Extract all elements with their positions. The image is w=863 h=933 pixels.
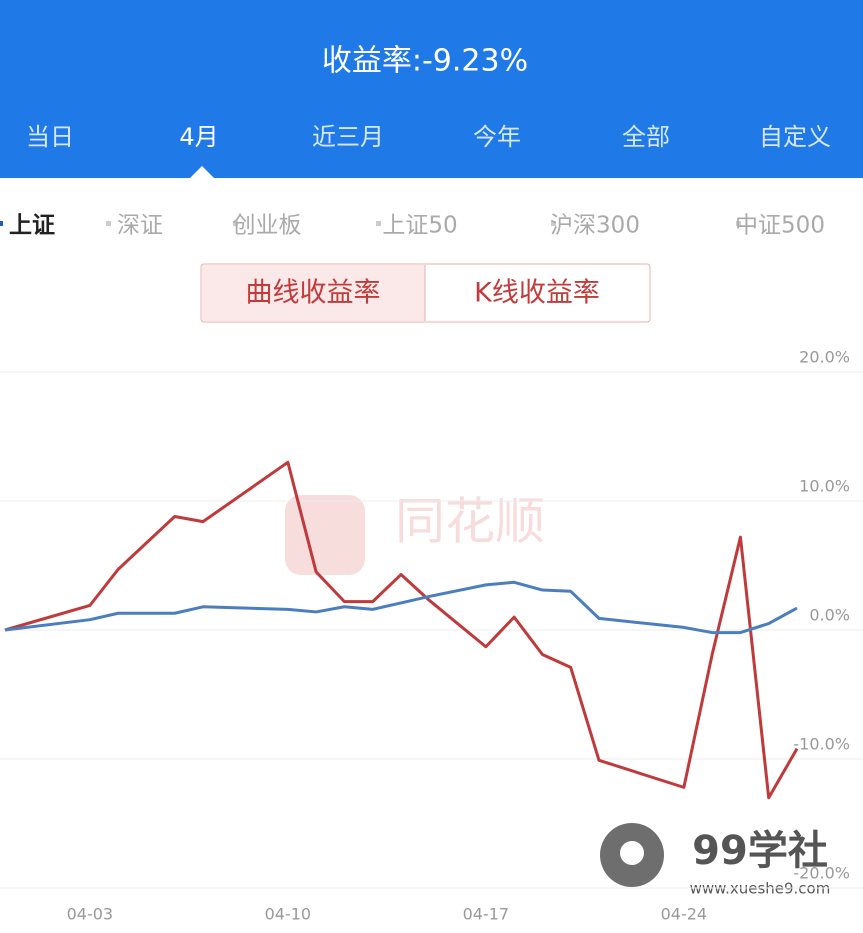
series-line <box>4 460 799 800</box>
y-tick-label: 20.0% <box>799 348 850 367</box>
index-tab[interactable]: 上证 <box>9 213 55 239</box>
index-tab[interactable]: 上证50 <box>382 213 457 239</box>
logo-icon-hole <box>620 841 644 865</box>
index-tab-dot <box>376 221 381 226</box>
x-tick-label: 04-10 <box>265 905 312 924</box>
logo-text: 99学社 <box>692 828 828 874</box>
series-line <box>4 580 798 635</box>
period-tab[interactable]: 4月 <box>179 123 218 151</box>
y-tick-label: 0.0% <box>809 606 850 625</box>
index-tab-dot <box>551 221 556 226</box>
index-tab[interactable]: 中证500 <box>735 213 825 239</box>
watermark-center: 同花顺 <box>285 493 545 575</box>
watermark-logo: 99学社 www.xueshe9.com <box>600 823 830 898</box>
index-tab-dot <box>736 221 741 226</box>
chart: 20.0% 10.0% 0.0% -10.0% -20.0% 04-03 04-10 04-1… <box>0 348 863 924</box>
x-tick-label: 04-03 <box>67 905 114 924</box>
index-tab[interactable]: 创业板 <box>233 213 302 239</box>
header-bg <box>0 0 863 178</box>
index-tab[interactable]: 沪深300 <box>550 213 640 239</box>
mode-toggle[interactable]: 曲线收益率 <box>246 278 381 309</box>
period-tab[interactable]: 今年 <box>473 123 521 151</box>
period-tab[interactable]: 全部 <box>622 123 670 151</box>
period-tab[interactable]: 当日 <box>26 123 74 151</box>
period-tab[interactable]: 近三月 <box>312 123 384 151</box>
toggle-active-bg <box>202 265 425 321</box>
y-tick-label: -10.0% <box>793 735 850 754</box>
index-tab-dot <box>233 221 238 226</box>
header-title: 收益率:-9.23% <box>322 44 528 79</box>
index-tab[interactable]: 深证 <box>117 213 163 239</box>
tab-indicator <box>190 166 214 178</box>
x-tick-label: 04-17 <box>463 905 510 924</box>
y-tick-label: 10.0% <box>799 477 850 496</box>
period-tab[interactable]: 自定义 <box>759 123 831 151</box>
index-tab-dot <box>106 221 111 226</box>
mode-toggle[interactable]: K线收益率 <box>474 278 600 309</box>
watermark-icon <box>285 495 365 575</box>
index-tab-dot <box>0 221 3 226</box>
watermark-text: 同花顺 <box>395 493 545 551</box>
x-tick-label: 04-24 <box>661 905 708 924</box>
y-tick-label: -20.0% <box>793 864 850 883</box>
